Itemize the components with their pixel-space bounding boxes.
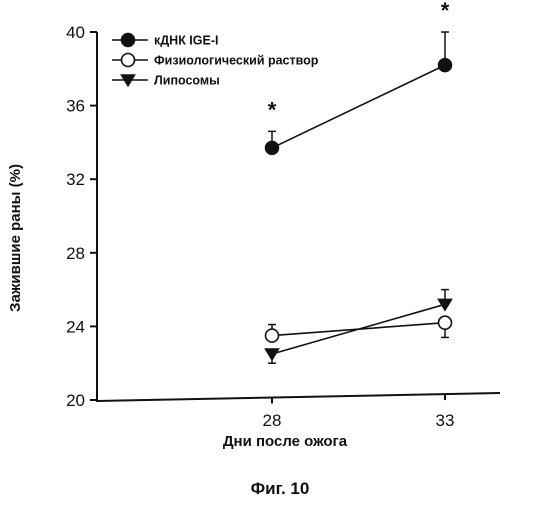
legend-label: кДНК IGE-I — [154, 34, 218, 48]
y-tick-label: 32 — [66, 170, 85, 189]
data-point — [265, 349, 279, 361]
y-tick-label: 24 — [66, 317, 85, 336]
series-line — [272, 65, 445, 148]
y-axis-label: Зажившие раны (%) — [7, 164, 24, 312]
data-point — [439, 316, 452, 329]
y-tick-label: 40 — [66, 23, 85, 42]
data-point — [266, 329, 279, 342]
legend-marker — [122, 54, 135, 67]
significance-marker: * — [268, 97, 277, 122]
legend: кДНК IGE-I Физиологический раствор Липосом… — [112, 34, 319, 88]
data-point — [439, 59, 452, 72]
legend-item-3: Липосомы — [112, 74, 220, 88]
series-1 — [266, 32, 452, 154]
figure-caption: Фиг. 10 — [251, 479, 310, 498]
legend-item-2: Физиологический раствор — [112, 54, 319, 68]
legend-marker — [122, 34, 135, 47]
y-tick-label: 36 — [66, 97, 85, 116]
series-3 — [265, 290, 452, 364]
data-point — [438, 299, 452, 311]
significance-marker: * — [441, 0, 450, 23]
y-tick-label: 20 — [66, 391, 85, 410]
legend-label: Липосомы — [154, 74, 220, 88]
data-point — [266, 141, 279, 154]
x-axis-label: Дни после ожога — [223, 433, 348, 450]
x-tick-label: 33 — [436, 411, 455, 430]
axes: 20 24 28 32 36 40 28 33 — [66, 23, 500, 430]
x-tick-label: 28 — [263, 411, 282, 430]
legend-item-1: кДНК IGE-I — [112, 34, 218, 48]
legend-label: Физиологический раствор — [154, 54, 319, 68]
x-axis-line — [97, 393, 500, 401]
y-tick-label: 28 — [66, 244, 85, 263]
series-line — [272, 304, 445, 354]
